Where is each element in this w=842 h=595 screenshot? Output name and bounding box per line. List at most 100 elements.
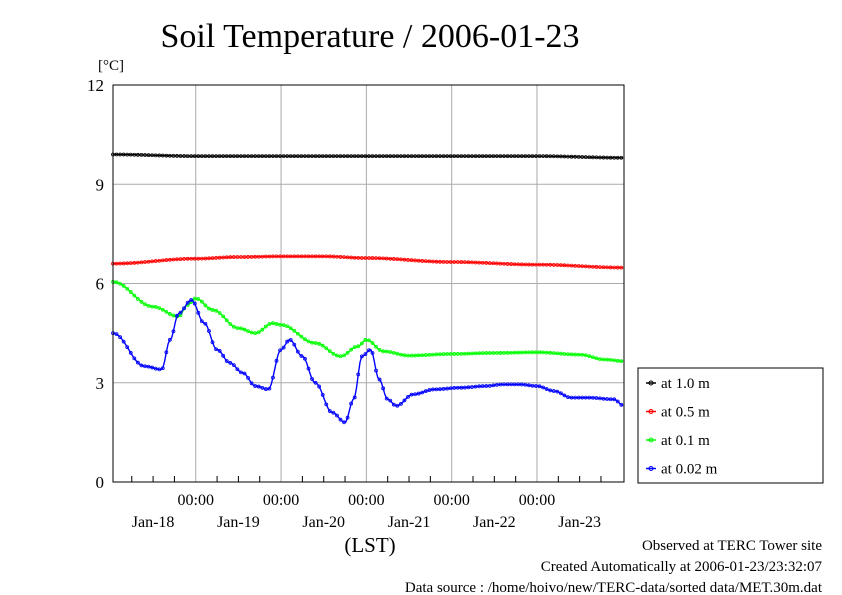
data-point: [146, 259, 151, 264]
legend-box: [637, 367, 824, 484]
data-point: [253, 254, 258, 259]
data-point: [441, 260, 446, 264]
data-point: [615, 399, 620, 404]
data-point: [288, 154, 293, 159]
data-point: [548, 262, 553, 267]
data-point: [185, 154, 190, 158]
data-point: [455, 260, 460, 264]
data-point: [598, 155, 602, 160]
data-point: [338, 354, 343, 359]
data-point: [132, 356, 137, 361]
data-point: [114, 332, 119, 337]
data-point: [612, 397, 617, 402]
data-point: [381, 154, 386, 159]
data-point: [342, 154, 346, 159]
data-point: [167, 257, 172, 262]
data-point: [327, 154, 332, 159]
data-point: [128, 261, 133, 266]
data-point: [402, 257, 407, 262]
data-point: [452, 260, 457, 264]
data-point: [413, 154, 418, 159]
data-point: [548, 388, 553, 393]
data-point: [175, 313, 179, 318]
data-point: [395, 403, 400, 408]
data-point: [388, 398, 393, 403]
data-point: [590, 264, 595, 269]
data-point: [459, 385, 464, 390]
data-point: [455, 154, 460, 159]
data-point: [207, 329, 211, 333]
data-point: [473, 351, 478, 356]
data-point: [384, 396, 389, 401]
data-point: [317, 254, 322, 259]
data-point: [519, 382, 524, 387]
data-point: [416, 353, 421, 358]
data-point: [487, 351, 492, 355]
data-point: [317, 341, 322, 346]
x-time-label: 00:00: [519, 492, 555, 509]
data-point: [516, 262, 521, 267]
legend-label: at 1.0 m: [661, 376, 710, 392]
data-point: [598, 396, 602, 401]
data-point: [139, 260, 144, 265]
data-point: [157, 367, 162, 372]
data-point: [239, 154, 243, 159]
y-axis-unit: [°C]: [98, 58, 124, 74]
legend-marker: [648, 409, 654, 414]
data-point: [224, 154, 229, 159]
data-point: [310, 254, 314, 259]
data-point: [580, 155, 585, 159]
data-point: [189, 298, 194, 302]
data-point: [231, 363, 236, 367]
data-point: [391, 350, 396, 355]
data-point: [452, 154, 457, 159]
data-point: [246, 329, 250, 334]
data-point: [416, 258, 421, 263]
data-point: [292, 254, 297, 259]
data-point: [320, 154, 325, 159]
data-point: [274, 154, 279, 159]
data-point: [192, 301, 197, 306]
data-point: [267, 386, 272, 391]
data-point: [363, 338, 368, 342]
data-point: [121, 284, 126, 288]
data-point: [601, 155, 606, 160]
data-point: [569, 263, 574, 268]
data-point: [324, 154, 329, 159]
data-point: [139, 363, 144, 368]
data-point: [494, 382, 499, 387]
data-point: [363, 352, 368, 357]
data-point: [349, 347, 354, 352]
data-point: [242, 327, 247, 332]
data-point: [455, 352, 460, 356]
data-point: [594, 155, 599, 160]
data-point: [320, 393, 325, 397]
data-point: [146, 303, 151, 308]
series-at-0-5-m: [111, 254, 624, 270]
data-point: [470, 385, 474, 389]
data-point: [253, 384, 258, 388]
data-point: [263, 387, 268, 391]
data-point: [605, 155, 609, 160]
footer-source: Data source : /home/hoivo/new/TERC-data/…: [405, 580, 823, 595]
data-point: [530, 154, 535, 159]
series-at-0-02-m: [111, 298, 624, 425]
data-point: [249, 154, 254, 159]
x-date-label: Jan-20: [302, 514, 345, 531]
data-point: [331, 254, 336, 259]
data-point: [480, 260, 485, 265]
data-point: [267, 322, 272, 326]
data-point: [285, 324, 290, 329]
data-point: [121, 152, 126, 157]
data-point: [231, 324, 236, 329]
x-time-label: 00:00: [263, 492, 299, 509]
data-point: [502, 382, 506, 387]
data-point: [502, 350, 506, 355]
data-point: [526, 262, 531, 267]
data-point: [427, 154, 432, 159]
data-point: [612, 155, 617, 160]
data-point: [345, 255, 350, 260]
data-point: [562, 263, 567, 268]
data-point: [374, 154, 378, 159]
y-tick-label: 3: [96, 374, 105, 393]
